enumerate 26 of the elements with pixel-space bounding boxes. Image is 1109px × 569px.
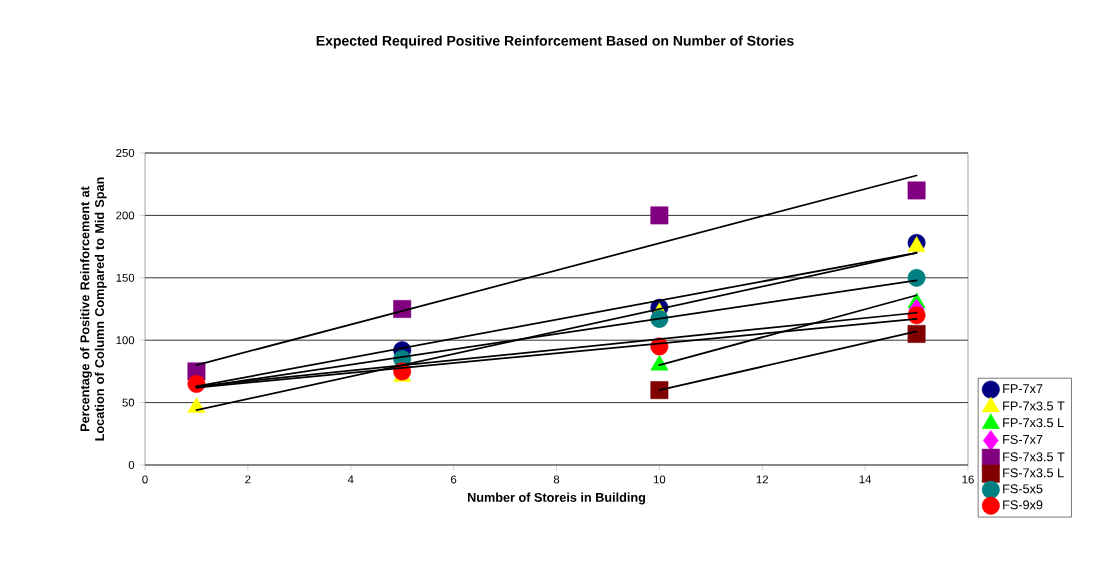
x-axis-title: Number of Storeis in Building	[467, 492, 646, 505]
x-tick-label: 10	[653, 475, 666, 484]
y-axis-title: Percentage of Positive Reinforcement at Location of Column Compared to Mid Span	[80, 177, 107, 441]
x-tick-label: 8	[553, 475, 560, 484]
legend-label: FS-7x3.5 T	[1003, 452, 1065, 462]
legend-label: FP-7x3.5 T	[1003, 401, 1065, 411]
y-tick-label: 50	[122, 398, 135, 407]
x-tick-label: 16	[962, 475, 974, 484]
chart-title: Expected Required Positive Reinforcement Based on Number of Stories	[316, 35, 794, 49]
legend-label: FP-7x7	[1003, 384, 1043, 393]
x-tick-label: 14	[859, 475, 872, 484]
x-tick-label: 12	[756, 475, 768, 484]
legend-label: FP-7x3.5 L	[1003, 418, 1064, 428]
x-tick-label: 4	[347, 475, 354, 484]
x-tick-label: 6	[451, 475, 457, 484]
y-tick-label: 250	[116, 149, 135, 158]
y-tick-label: 200	[116, 211, 135, 220]
legend-label: FS-9x9	[1003, 500, 1043, 510]
x-tick-label: 0	[142, 475, 148, 484]
y-tick-label: 100	[116, 336, 135, 345]
x-tick-label: 2	[245, 475, 251, 484]
legend-label: FS-7x3.5 L	[1003, 468, 1064, 478]
legend-label: FS-5x5	[1003, 484, 1043, 494]
legend-label: FS-7x7	[1003, 434, 1043, 444]
y-tick-label: 150	[116, 273, 135, 282]
y-tick-label: 0	[128, 461, 135, 470]
